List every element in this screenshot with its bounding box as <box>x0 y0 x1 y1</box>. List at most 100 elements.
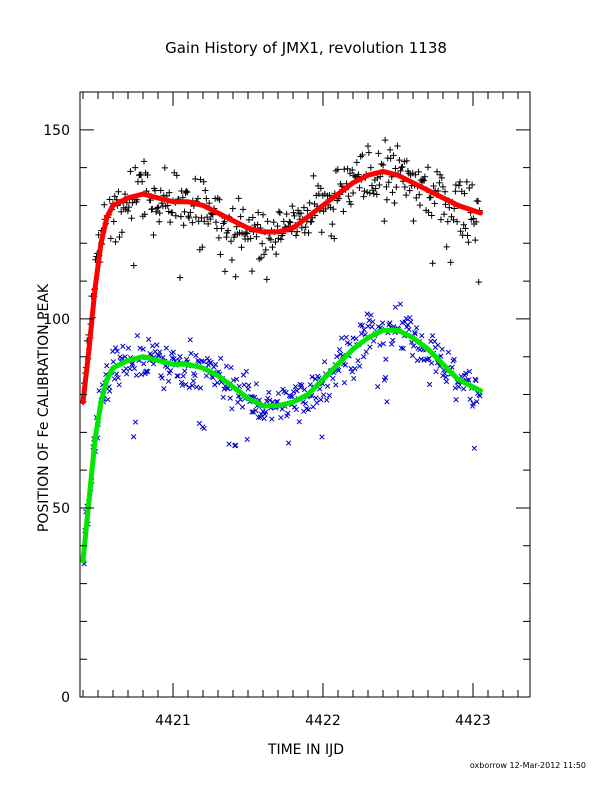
data-point <box>140 346 146 352</box>
data-point <box>290 209 297 216</box>
data-point <box>125 203 133 211</box>
data-point <box>233 442 239 448</box>
data-point <box>290 389 297 395</box>
data-point <box>370 319 376 325</box>
data-point <box>185 214 193 222</box>
fit-point <box>92 285 98 292</box>
data-point <box>208 359 214 366</box>
data-point <box>373 191 381 198</box>
data-point <box>383 196 391 203</box>
data-point <box>128 214 135 222</box>
data-point <box>233 376 240 382</box>
data-point <box>450 205 458 212</box>
data-point <box>261 415 267 422</box>
data-point <box>367 344 373 350</box>
data-point <box>141 361 147 367</box>
data-point <box>241 382 247 388</box>
data-point <box>429 260 436 267</box>
data-point <box>202 187 209 194</box>
data-point <box>237 396 244 403</box>
data-point <box>350 172 358 179</box>
data-point <box>244 235 252 243</box>
data-point <box>138 178 146 185</box>
data-point <box>218 225 225 232</box>
data-point <box>140 158 148 165</box>
data-point <box>190 378 196 384</box>
data-point <box>320 392 327 398</box>
data-point <box>393 183 400 191</box>
data-point <box>192 175 199 183</box>
data-point <box>433 168 441 176</box>
data-point <box>148 206 155 213</box>
data-point <box>170 349 176 355</box>
fit-point <box>104 213 110 220</box>
data-point <box>443 374 449 381</box>
fit-line-1 <box>80 168 483 406</box>
data-point <box>361 187 368 195</box>
data-point <box>453 397 459 403</box>
data-point <box>149 343 156 349</box>
data-point <box>111 376 118 382</box>
data-point <box>324 397 330 403</box>
data-point <box>443 243 450 251</box>
data-point <box>245 216 253 224</box>
data-point <box>392 304 399 310</box>
data-point <box>177 353 183 360</box>
data-point <box>154 204 161 212</box>
data-point <box>324 383 331 389</box>
data-point <box>381 136 389 144</box>
data-point <box>383 356 389 362</box>
data-point <box>366 317 372 324</box>
data-point <box>258 240 266 247</box>
footer-credit: oxborrow 12-Mar-2012 11:50 <box>470 761 586 770</box>
data-point <box>365 149 373 156</box>
data-point <box>410 343 417 349</box>
data-point <box>338 335 345 341</box>
data-point <box>175 373 181 379</box>
data-point <box>446 204 453 211</box>
data-point <box>413 325 420 331</box>
data-point <box>163 345 169 351</box>
data-point <box>401 183 409 191</box>
data-point <box>426 381 433 388</box>
data-point <box>263 409 269 415</box>
x-tick-label: 4421 <box>155 713 191 729</box>
data-point <box>467 396 473 402</box>
data-point <box>214 380 221 386</box>
data-point <box>315 190 323 198</box>
data-point <box>462 225 469 232</box>
data-point <box>188 350 194 357</box>
data-point <box>259 211 267 218</box>
data-point <box>224 227 232 234</box>
data-point <box>149 205 156 213</box>
data-point <box>238 244 245 251</box>
data-point <box>275 390 282 397</box>
data-point <box>297 209 305 217</box>
x-axis-label: TIME IN IJD <box>267 742 344 758</box>
data-point <box>452 181 460 189</box>
data-point <box>308 218 315 225</box>
data-point <box>287 219 294 226</box>
data-point <box>193 384 200 390</box>
data-point <box>232 273 239 280</box>
data-point <box>336 346 343 353</box>
data-point <box>187 337 193 343</box>
data-point <box>394 142 401 150</box>
data-point <box>471 445 477 451</box>
data-point <box>228 256 236 264</box>
data-point <box>371 338 377 344</box>
data-point <box>420 177 428 184</box>
data-point <box>293 406 299 413</box>
x-tick-label: 4423 <box>455 713 491 729</box>
data-point <box>463 178 471 186</box>
data-point <box>243 230 251 237</box>
data-point <box>116 233 123 241</box>
data-point <box>333 382 339 388</box>
data-point <box>186 384 192 391</box>
data-point <box>300 204 308 211</box>
data-point <box>363 349 369 355</box>
data-point <box>301 386 308 393</box>
data-point <box>240 372 247 378</box>
data-point <box>353 335 359 342</box>
